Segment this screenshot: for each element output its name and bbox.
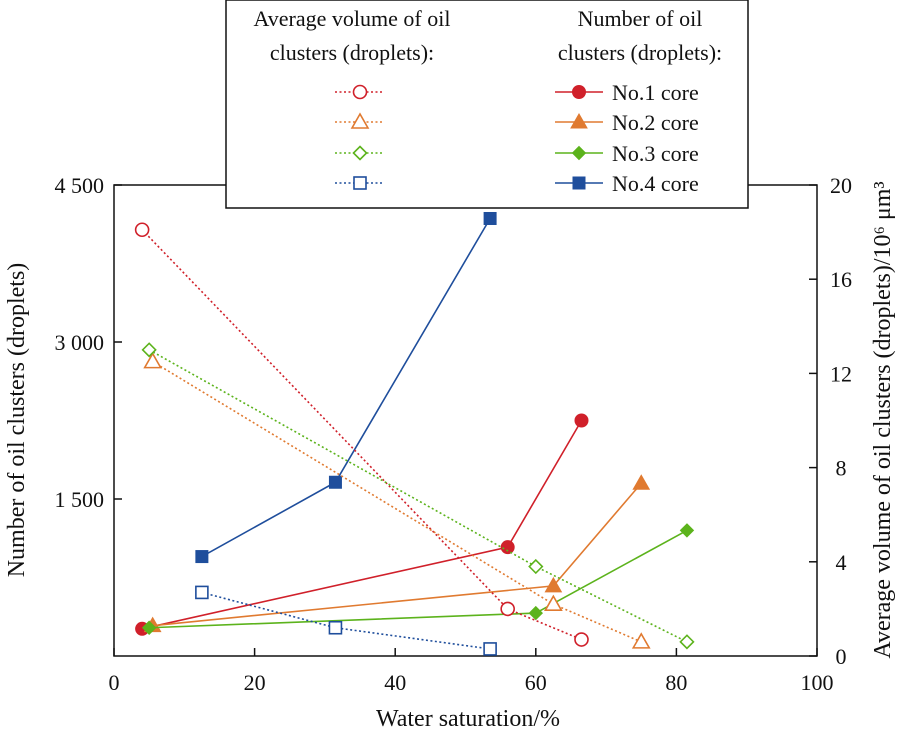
data-point: [543, 594, 563, 611]
data-point: [483, 211, 497, 225]
legend-entries: No.1 core No.2 core No.3 core No.4 core: [335, 80, 699, 196]
series-line: [152, 360, 642, 643]
x-tick-label: 100: [801, 670, 834, 695]
legend-box: [225, 0, 749, 209]
x-tick-label: 40: [384, 670, 406, 695]
series-line: [141, 229, 582, 641]
plot-area-border: [113, 184, 818, 657]
legend-volume-entry: [335, 112, 384, 129]
data-point: [143, 352, 163, 369]
y-right-tick-label: 20: [830, 173, 852, 198]
y-right-axis-title: Average volume of oil clusters (droplets…: [870, 181, 896, 658]
data-point: [141, 342, 157, 358]
series-6-right: [141, 342, 695, 650]
legend-number-entry: No.1 core: [555, 80, 699, 105]
series-2-left: [141, 523, 695, 635]
legend-marker: [572, 176, 586, 190]
data-point: [631, 632, 651, 649]
y-right-tick-label: 8: [836, 456, 847, 481]
x-tick-label: 20: [244, 670, 266, 695]
y-right-tick-label: 12: [830, 361, 852, 386]
data-point: [328, 620, 343, 635]
data-point: [328, 475, 342, 489]
legend-label: No.2 core: [612, 110, 699, 135]
series-line: [201, 218, 491, 558]
x-tick-label: 80: [665, 670, 687, 695]
data-point: [528, 558, 544, 575]
data-point: [679, 523, 695, 538]
legend-marker: [570, 112, 588, 129]
legend-marker: [352, 145, 368, 161]
legend-number-entry: No.3 core: [555, 141, 699, 166]
series-0-left: [135, 413, 589, 636]
series-7-right: [195, 585, 497, 656]
data-point: [134, 222, 150, 238]
series-line: [148, 349, 688, 643]
y-right-tick-label: 16: [830, 267, 852, 292]
y-right-tick-label: 4: [836, 550, 847, 575]
data-point: [141, 620, 157, 635]
ticks: 0 20 40 60 80 100 1 500 3 000 4 500 0 4 8 12 16 20: [55, 173, 853, 695]
legend-marker: [571, 145, 587, 161]
data-point: [195, 585, 209, 600]
data-point: [574, 632, 589, 647]
y-left-tick-label: 4 500: [55, 173, 105, 198]
series-line: [152, 482, 642, 627]
x-tick-label: 60: [525, 670, 547, 695]
series-line: [149, 529, 688, 629]
legend-header-number-1: Number of oil: [578, 6, 703, 31]
series-3-left: [195, 211, 497, 564]
series: [134, 211, 695, 656]
data-point: [500, 601, 515, 617]
y-right-tick-label: 0: [836, 644, 847, 669]
legend: Average volume of oil clusters (droplets…: [225, 0, 749, 209]
legend-label: No.4 core: [612, 171, 699, 196]
y-left-tick-label: 1 500: [55, 487, 105, 512]
series-1-left: [143, 474, 651, 633]
data-point: [195, 550, 209, 564]
legend-volume-entry: [335, 176, 384, 190]
legend-marker: [353, 176, 367, 190]
series-line: [201, 591, 491, 650]
series-4-right: [134, 222, 589, 647]
legend-volume-entry: [335, 84, 384, 100]
x-tick-label: 0: [109, 670, 120, 695]
series-5-right: [143, 352, 651, 649]
legend-label: No.3 core: [612, 141, 699, 166]
legend-number-entry: No.4 core: [555, 171, 699, 196]
legend-number-entry: No.2 core: [555, 110, 699, 135]
legend-header-volume-1: Average volume of oil: [254, 6, 451, 31]
data-point: [544, 576, 563, 593]
legend-marker: [572, 85, 586, 99]
legend-label: No.1 core: [612, 80, 699, 105]
data-point: [528, 605, 544, 621]
data-point: [632, 474, 651, 490]
legend-marker: [352, 84, 368, 100]
y-left-tick-label: 3 000: [55, 330, 105, 355]
legend-header-number-2: clusters (droplets):: [558, 40, 722, 65]
data-point: [574, 413, 589, 428]
legend-header-volume-2: clusters (droplets):: [270, 40, 434, 65]
data-point: [679, 634, 695, 650]
legend-volume-entry: [335, 145, 384, 161]
legend-marker: [350, 112, 370, 129]
data-point: [483, 642, 497, 656]
plot-frame: [113, 184, 818, 657]
data-point: [500, 540, 515, 555]
y-left-axis-title: Number of oil clusters (droplets): [4, 263, 30, 578]
x-axis-title: Water saturation/%: [376, 706, 560, 732]
